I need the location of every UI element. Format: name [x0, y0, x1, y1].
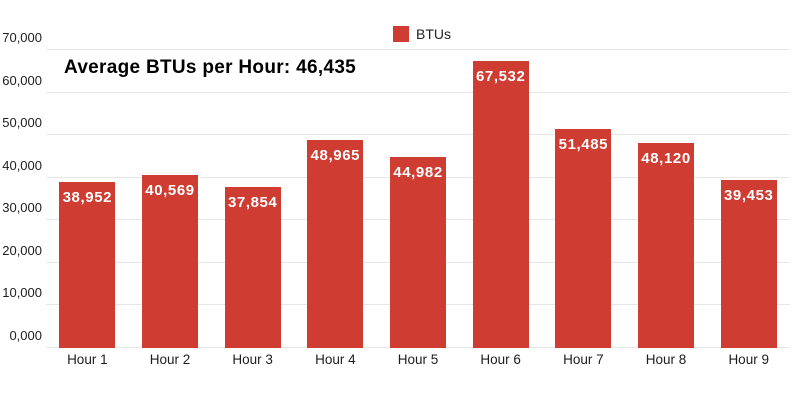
- x-tick-label: Hour 2: [149, 352, 191, 367]
- bar-slot: 44,982: [377, 50, 460, 348]
- bar-value-label: 67,532: [475, 67, 526, 85]
- y-tick-label: 60,000: [2, 72, 42, 88]
- bar-slot: 38,952: [46, 50, 129, 348]
- y-tick-label: 40,000: [2, 157, 42, 173]
- bar-value-label: 37,854: [227, 193, 278, 211]
- bar-value-label: 48,965: [310, 146, 361, 164]
- x-tick-label: Hour 9: [728, 352, 769, 367]
- plot-area: 38,952 40,569 37,854 48,965 44,982 67,532 51,4…: [46, 49, 790, 348]
- bar-slot: 48,965: [294, 50, 377, 348]
- y-tick-label: 0,000: [9, 328, 42, 343]
- bar-value-label: 48,120: [641, 150, 691, 168]
- bar-hour-2[interactable]: 40,569: [141, 175, 199, 348]
- y-tick-label: 50,000: [2, 115, 42, 131]
- bar-hour-5[interactable]: 44,982: [389, 156, 447, 348]
- x-tick-label: Hour 7: [563, 352, 604, 367]
- bar-slot: 37,854: [211, 50, 294, 348]
- bar-value-label: 44,982: [393, 163, 443, 181]
- x-axis: Hour 1 Hour 2 Hour 3 Hour 4 Hour 5 Hour 6 Hour…: [46, 352, 790, 367]
- bar-slot: 67,532: [459, 50, 542, 348]
- x-tick-label: Hour 5: [397, 352, 439, 367]
- y-tick-label: 70,000: [2, 30, 42, 45]
- y-tick-label: 20,000: [2, 242, 42, 258]
- bar-value-label: 40,569: [145, 182, 195, 200]
- bar-hour-9[interactable]: 39,453: [720, 180, 777, 348]
- bar-value-label: 39,453: [723, 187, 774, 205]
- bar-value-label: 38,952: [62, 189, 113, 207]
- bar-hour-7[interactable]: 51,485: [555, 128, 612, 348]
- x-tick-label: Hour 8: [645, 352, 687, 367]
- x-tick-label: Hour 4: [315, 352, 356, 367]
- chart-title: Average BTUs per Hour: 46,435: [64, 57, 357, 78]
- bars: 38,952 40,569 37,854 48,965 44,982 67,532 51,4…: [46, 50, 790, 348]
- x-tick-label: Hour 3: [232, 352, 273, 367]
- x-tick-label: Hour 1: [67, 352, 108, 367]
- bar-hour-4[interactable]: 48,965: [307, 139, 364, 348]
- bar-hour-8[interactable]: 48,120: [637, 143, 695, 348]
- legend-label: BTUs: [416, 26, 451, 42]
- bar-slot: 51,485: [542, 50, 625, 348]
- x-tick-label: Hour 6: [480, 352, 521, 367]
- y-tick-label: 10,000: [2, 285, 42, 301]
- bar-slot: 40,569: [129, 50, 212, 348]
- y-axis: 0,000 10,000 20,000 30,000 40,000 50,000 60,00…: [0, 31, 42, 348]
- legend-swatch-icon: [393, 26, 409, 42]
- bar-hour-6[interactable]: 67,532: [472, 60, 529, 348]
- bar-value-label: 51,485: [558, 135, 609, 153]
- gridline: [46, 91, 790, 93]
- y-tick-label: 30,000: [2, 200, 42, 216]
- gridline: [46, 49, 790, 50]
- gridline: [46, 134, 790, 136]
- bar-hour-1[interactable]: 38,952: [59, 182, 116, 348]
- bar-slot: 39,453: [707, 50, 790, 348]
- legend-item-btus[interactable]: BTUs: [393, 26, 451, 42]
- bar-slot: 48,120: [625, 50, 708, 348]
- bar-hour-3[interactable]: 37,854: [224, 186, 281, 348]
